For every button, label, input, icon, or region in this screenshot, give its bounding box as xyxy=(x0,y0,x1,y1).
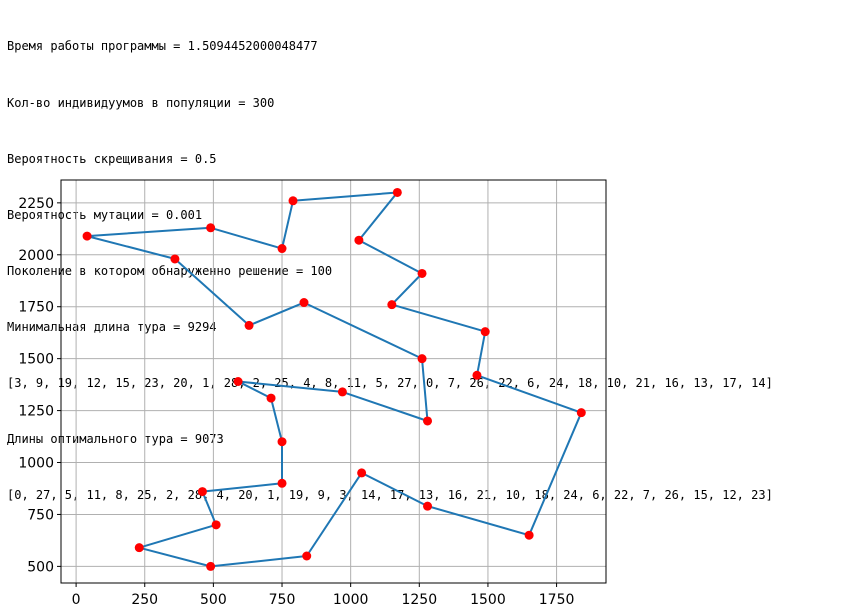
city-point xyxy=(277,437,287,447)
city-point xyxy=(524,530,534,540)
console-line-population: Кол-во индивидуумов в популяции = 300 xyxy=(7,95,275,110)
city-point xyxy=(337,387,347,397)
x-tick-label: 1500 xyxy=(470,592,506,608)
city-point xyxy=(302,551,312,561)
y-tick-label: 2000 xyxy=(18,248,54,264)
y-tick-label: 1000 xyxy=(18,456,54,472)
plot-area xyxy=(82,187,586,571)
city-point xyxy=(170,254,180,264)
city-point xyxy=(392,187,402,197)
city-point xyxy=(134,543,144,553)
city-point xyxy=(387,300,397,310)
y-tick-label: 500 xyxy=(27,559,54,575)
y-tick-label: 1750 xyxy=(18,300,54,316)
city-point xyxy=(417,268,427,278)
x-tick-label: 1750 xyxy=(539,592,575,608)
city-point xyxy=(288,196,298,206)
grid-lines xyxy=(61,180,606,583)
city-point xyxy=(354,235,364,245)
y-tick-label: 1250 xyxy=(18,404,54,420)
x-tick-label: 1000 xyxy=(333,592,369,608)
city-point xyxy=(244,320,254,330)
console-line-runtime: Время работы программы = 1.5094452000048… xyxy=(7,39,318,54)
x-tick-label: 1250 xyxy=(401,592,437,608)
city-point xyxy=(206,223,216,233)
x-tick-label: 750 xyxy=(269,592,296,608)
console-line-crossover: Вероятность скрещивания = 0.5 xyxy=(7,151,217,166)
city-point xyxy=(357,468,367,478)
city-point xyxy=(206,561,216,571)
console-line-mutation: Вероятность мутации = 0.001 xyxy=(7,207,203,222)
city-point xyxy=(299,298,309,308)
city-point xyxy=(423,416,433,426)
city-point xyxy=(266,393,276,403)
city-point xyxy=(472,370,482,380)
city-point xyxy=(211,520,221,530)
city-point xyxy=(277,244,287,254)
x-tick-label: 0 xyxy=(72,592,81,608)
axis-ticks: 0 250 500 750 1000 1250 1500 1750 500 750 1000 1250… xyxy=(18,196,574,608)
city-point xyxy=(423,501,433,511)
city-point xyxy=(233,377,243,386)
console-line-optimal-length: Длины оптимального тура = 9073 xyxy=(7,432,224,447)
x-tick-label: 250 xyxy=(131,592,158,608)
x-tick-label: 500 xyxy=(200,592,227,608)
city-point xyxy=(82,231,92,241)
console-line-tour-found: [3, 9, 19, 12, 15, 23, 20, 1, 28, 2, 25,… xyxy=(7,375,773,390)
y-tick-label: 2250 xyxy=(18,196,54,212)
y-tick-label: 750 xyxy=(27,507,54,523)
city-point xyxy=(480,327,490,337)
city-point xyxy=(417,354,427,364)
axes-frame xyxy=(60,179,607,584)
city-point xyxy=(277,478,287,488)
y-tick-label: 1500 xyxy=(18,352,54,368)
city-point xyxy=(576,408,586,418)
console-line-generation: Поколение в котором обнаруженно решение … xyxy=(7,263,333,278)
tour-line xyxy=(86,191,583,568)
city-point xyxy=(197,487,207,497)
